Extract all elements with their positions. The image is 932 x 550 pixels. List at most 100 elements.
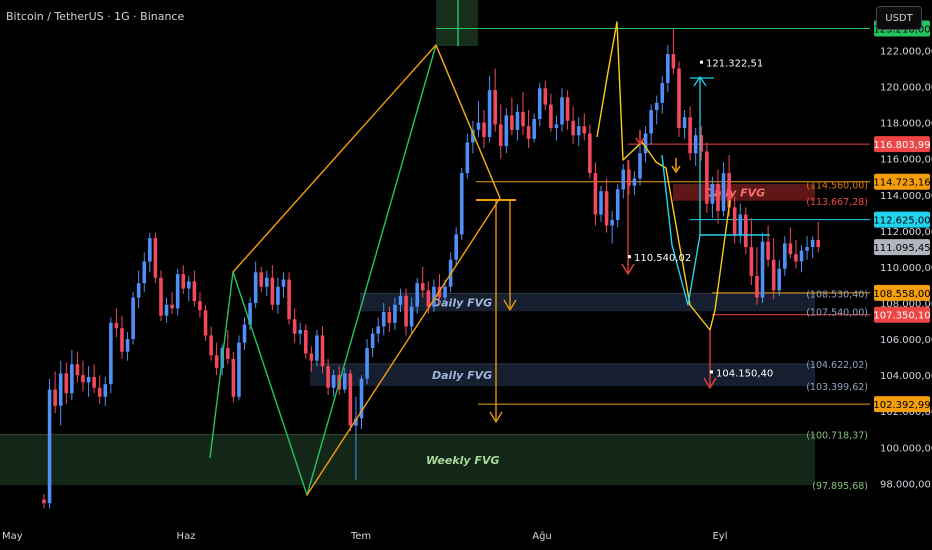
candle-body xyxy=(415,283,419,307)
price-tick: 104.000,00 xyxy=(880,371,932,382)
price-tick: 108.000,00 xyxy=(880,299,932,310)
candle-body xyxy=(58,373,63,406)
price-tick: 106.000,00 xyxy=(880,335,932,346)
projection-arrow-head xyxy=(489,411,503,424)
candle-body xyxy=(549,104,553,129)
level-value-label: (107.540,00) xyxy=(806,307,868,318)
candle-body xyxy=(70,364,74,394)
price-tick: 118.000,00 xyxy=(880,119,932,130)
signal-arrow xyxy=(635,130,645,146)
candle-body xyxy=(593,173,598,215)
candle-body xyxy=(693,135,698,154)
candle-body xyxy=(398,295,403,305)
candle-body xyxy=(142,261,147,284)
harmonic-orange xyxy=(232,44,501,496)
price-badge-label: 116.803,99 xyxy=(873,140,930,151)
candle-body xyxy=(303,330,308,354)
candles xyxy=(42,28,821,509)
high-box xyxy=(436,0,478,46)
candle-body xyxy=(471,129,475,143)
fvg-label: Daily FVG xyxy=(432,369,492,382)
symbol-title: Bitcoin / TetherUS · 1G · Binance xyxy=(6,10,185,23)
candle-body xyxy=(727,173,731,208)
time-tick: Haz xyxy=(177,531,196,542)
candle-body xyxy=(432,286,436,307)
price-tick: 116.000,00 xyxy=(880,155,932,166)
price-tick: 122.000,00 xyxy=(880,46,932,57)
candle-body xyxy=(465,142,470,174)
candle-body xyxy=(120,328,124,352)
candle-body xyxy=(320,335,325,367)
candle-body xyxy=(348,373,353,426)
level-value-label: (97.895,68) xyxy=(812,481,868,492)
candle-body xyxy=(716,183,720,211)
candle-body xyxy=(131,297,135,340)
candle-body xyxy=(482,122,486,138)
time-tick: Eyl xyxy=(712,531,727,542)
candle-body xyxy=(226,348,230,359)
candle-body xyxy=(571,120,575,136)
candle-body xyxy=(459,173,464,235)
candle-body xyxy=(409,306,414,327)
candle-body xyxy=(309,353,314,361)
candle-body xyxy=(231,358,236,397)
target-label: 104.150,40 xyxy=(716,368,773,379)
price-tick: 112.000,00 xyxy=(880,227,932,238)
level-value-label: (100.718,37) xyxy=(806,430,868,441)
candle-body xyxy=(699,135,704,152)
candle-body xyxy=(426,290,431,307)
candle-body xyxy=(387,312,392,323)
candle-body xyxy=(744,214,748,248)
candle-body xyxy=(487,90,492,138)
fvg-label: Daily FVG xyxy=(705,187,765,200)
candle-body xyxy=(53,389,57,406)
candle-body xyxy=(359,378,364,419)
candle-body xyxy=(331,375,336,388)
currency-selector[interactable]: USDT xyxy=(876,6,922,30)
target-dot xyxy=(700,60,703,64)
candle-body xyxy=(136,283,141,298)
candle-body xyxy=(153,238,158,278)
time-tick: May xyxy=(2,531,23,542)
candle-body xyxy=(114,322,119,329)
candle-body xyxy=(810,239,815,248)
candle-body xyxy=(276,286,280,305)
level-value-label: (103.399,62) xyxy=(806,382,868,393)
candle-body xyxy=(187,281,191,289)
candle-body xyxy=(42,499,46,504)
candle-body xyxy=(298,330,303,334)
zigzag-yellow xyxy=(596,21,731,331)
candle-body xyxy=(660,82,665,103)
candle-body xyxy=(103,384,108,397)
candle-body xyxy=(404,295,408,327)
price-tick: 98.000,00 xyxy=(880,479,931,490)
price-badge xyxy=(874,396,930,413)
candle-body xyxy=(159,277,163,316)
candle-body xyxy=(203,310,208,336)
candle-body xyxy=(326,366,330,388)
target-dot xyxy=(710,370,713,374)
candle-body xyxy=(148,238,152,262)
fvg-label: Daily FVG xyxy=(432,296,492,309)
harmonic-green xyxy=(209,44,501,496)
candle-body xyxy=(805,247,809,251)
candle-body xyxy=(794,254,798,262)
candle-body xyxy=(315,335,319,361)
target-arrow-head xyxy=(693,75,707,87)
time-axis-bg xyxy=(0,520,932,550)
signal-arrow xyxy=(671,158,681,174)
target-label: 110.540,02 xyxy=(634,253,691,264)
level-value-label: (114.560,00) xyxy=(806,181,868,192)
candle-body xyxy=(682,117,687,129)
candle-body xyxy=(688,117,692,154)
candle-body xyxy=(510,115,514,130)
candle-body xyxy=(610,220,614,226)
candle-body xyxy=(454,234,458,260)
price-badge xyxy=(874,136,930,153)
candle-body xyxy=(420,283,425,291)
candle-body xyxy=(125,339,130,352)
candle-body xyxy=(64,373,69,394)
candle-body xyxy=(192,281,197,302)
